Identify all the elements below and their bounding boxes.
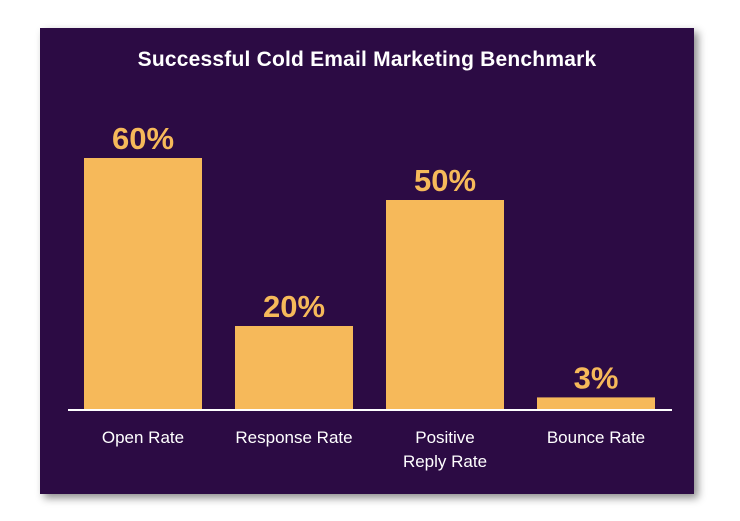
- bar-2: [235, 326, 353, 410]
- chart-card: Successful Cold Email Marketing Benchmar…: [40, 28, 694, 494]
- category-label-3-line-2: Reply Rate: [403, 452, 487, 471]
- category-label-2: Response Rate: [235, 428, 352, 447]
- bar-1: [84, 158, 202, 410]
- bar-3: [386, 200, 504, 410]
- chart-title: Successful Cold Email Marketing Benchmar…: [137, 48, 597, 71]
- category-label-4: Bounce Rate: [547, 428, 645, 447]
- bars-group: [84, 158, 655, 410]
- bar-chart: 60% Open Rate 20% Response Rate 50% Positive R…: [68, 121, 672, 471]
- bar-value-label-4: 3%: [574, 360, 619, 395]
- labels-group: 60% Open Rate 20% Response Rate 50% Positive R…: [102, 121, 645, 471]
- bar-value-label-2: 20%: [263, 289, 325, 324]
- bar-value-label-1: 60%: [112, 121, 174, 156]
- category-label-3-line-1: Positive: [415, 428, 475, 447]
- bar-value-label-3: 50%: [414, 163, 476, 198]
- bar-4: [537, 397, 655, 410]
- category-label-1: Open Rate: [102, 428, 184, 447]
